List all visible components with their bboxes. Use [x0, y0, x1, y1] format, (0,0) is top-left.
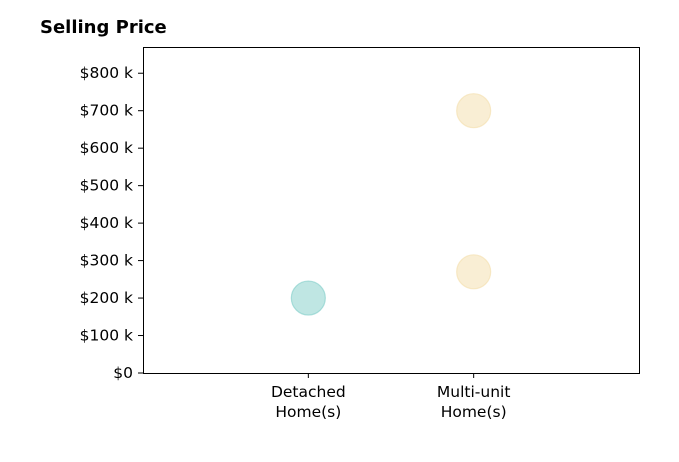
y-tick-label: $0 [113, 364, 133, 382]
marks-layer [290, 93, 492, 316]
x-tick-label: Home(s) [275, 403, 341, 421]
plot-frame [143, 47, 640, 374]
y-tick-label: $100 k [80, 327, 133, 345]
y-tick-label: $300 k [80, 252, 133, 270]
y-tick-label: $200 k [80, 289, 133, 307]
data-point [290, 280, 326, 316]
x-tick-label: Home(s) [441, 403, 507, 421]
chart-title: Selling Price [40, 17, 167, 38]
y-tick-label: $600 k [80, 139, 133, 157]
y-tick-label: $500 k [80, 177, 133, 195]
y-tick-label: $800 k [80, 64, 133, 82]
axes-layer: $0 $100 k $200 k $300 k $400 k $500 k $600 k $7… [80, 47, 640, 421]
x-tick-label: Detached [271, 383, 346, 401]
y-tick-label: $400 k [80, 214, 133, 232]
data-point [456, 254, 492, 290]
y-tick-label: $700 k [80, 102, 133, 120]
data-point [456, 93, 492, 129]
x-tick-label: Multi-unit [437, 383, 511, 401]
